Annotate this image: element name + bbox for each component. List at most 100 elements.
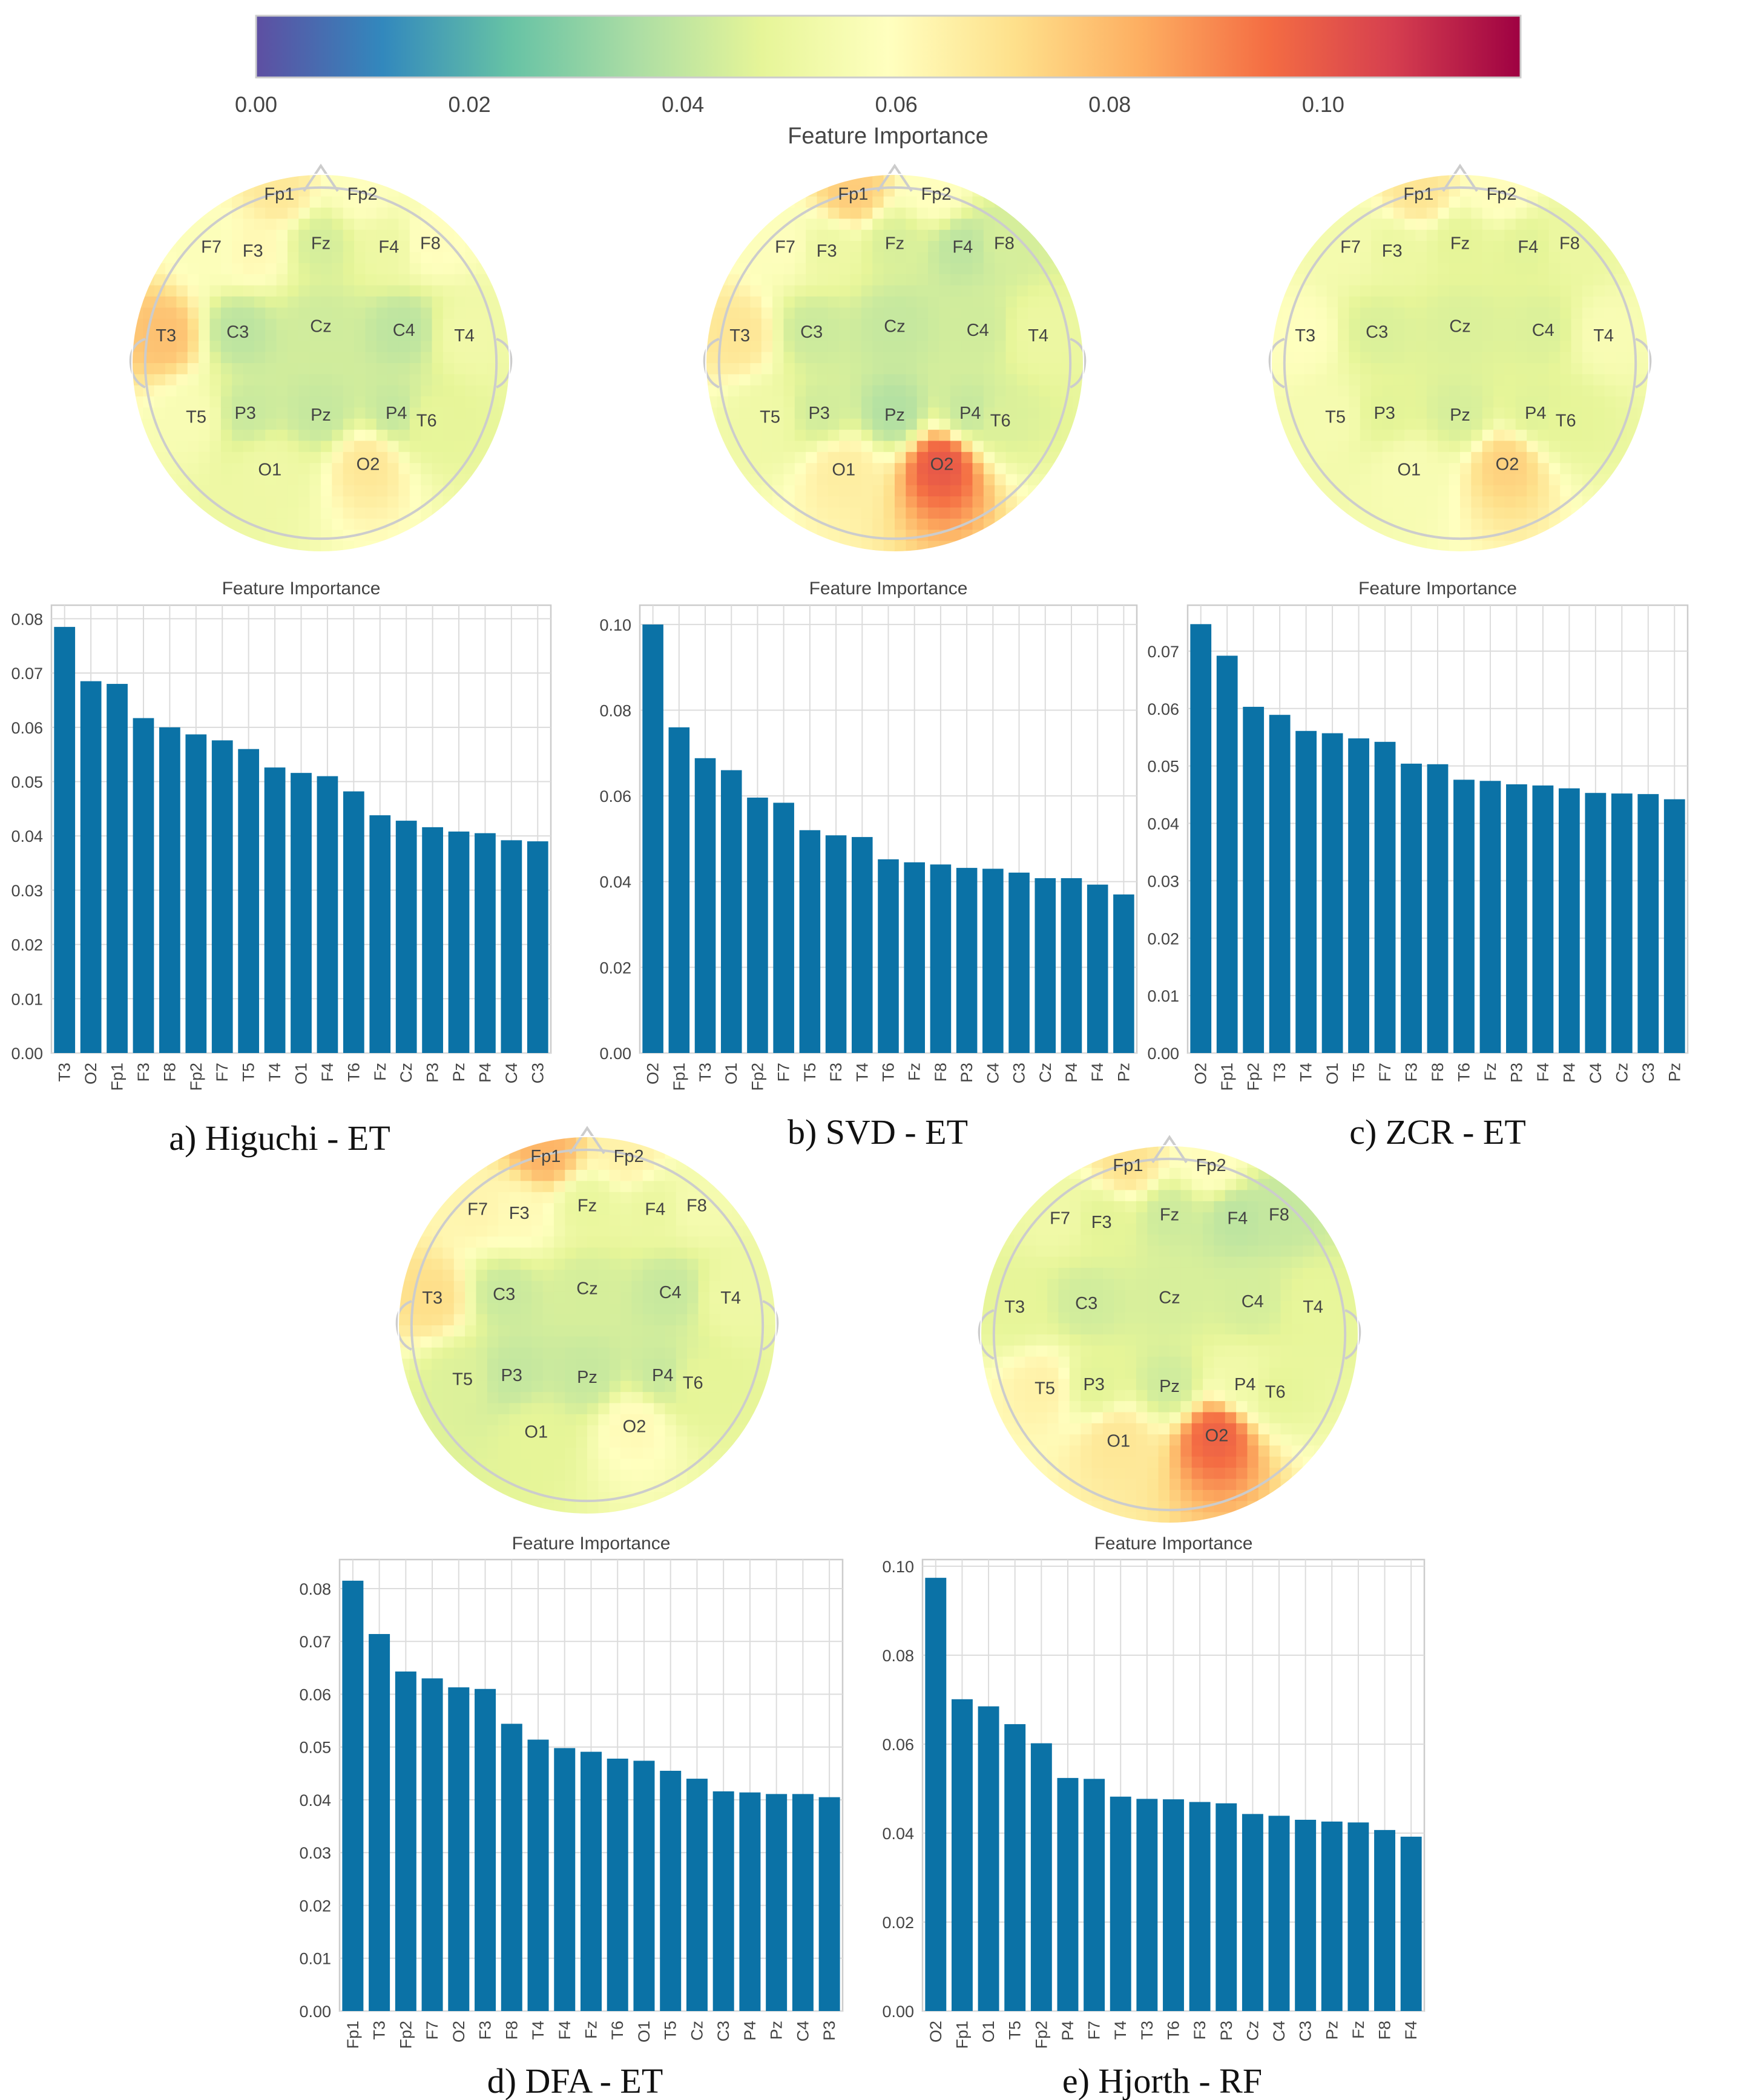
topomap-cell (1304, 385, 1317, 397)
topomap-cell (1036, 1301, 1048, 1313)
topomap-cell (243, 540, 255, 552)
electrode-label-o1: O1 (1397, 461, 1421, 480)
topomap-cell (861, 341, 873, 353)
topomap-cell (587, 1392, 599, 1404)
topomap-cell (1269, 1412, 1281, 1424)
topomap-cell (827, 441, 840, 453)
topomap-cell (309, 518, 321, 531)
topomap-cell (565, 1214, 577, 1226)
topomap-cell (1050, 341, 1062, 353)
topomap-cell (1293, 407, 1305, 419)
topomap-cell (576, 1392, 588, 1404)
topomap-cell (1291, 1301, 1304, 1313)
topomap-cell (620, 1158, 633, 1170)
topomap-cell (1438, 396, 1450, 409)
topomap-cell (1047, 1279, 1059, 1291)
topomap-cell (1604, 229, 1616, 242)
topomap-cell (728, 241, 740, 253)
topomap-cell (1571, 363, 1583, 375)
topomap-cell (565, 1291, 577, 1304)
topomap-cell (1069, 1356, 1082, 1368)
topomap-cell (1016, 485, 1029, 497)
topomap-cell (687, 1392, 699, 1404)
topomap-cell (454, 374, 466, 386)
topomap-cell (1291, 1245, 1304, 1258)
topomap-cell (1593, 274, 1605, 286)
topomap-cell (1426, 496, 1439, 508)
topomap-cell (1404, 196, 1416, 208)
topomap-cell (1271, 352, 1283, 364)
topomap-cell (654, 1425, 666, 1437)
topomap-cell (665, 1258, 677, 1271)
topomap-cell (698, 1214, 710, 1226)
topomap-cell (465, 1225, 477, 1238)
topomap-cell (1371, 341, 1383, 353)
topomap-cell (1460, 441, 1472, 453)
topomap-cell (187, 374, 200, 386)
topomap-cell (1005, 329, 1018, 342)
topomap-cell (232, 363, 244, 375)
topomap-cell (598, 1436, 610, 1448)
topomap-cell (1548, 229, 1561, 242)
topomap-cell (895, 329, 907, 342)
topomap-cell (1604, 307, 1616, 320)
topomap-cell (906, 363, 918, 375)
topomap-cell (950, 318, 962, 330)
head-outline (143, 186, 498, 540)
topomap-cell (465, 1380, 477, 1393)
topomap-cell (332, 485, 344, 497)
topomap-cell (794, 485, 807, 497)
topomap-cell (254, 496, 266, 508)
topomap-cell (476, 274, 488, 286)
topomap-cell (895, 463, 907, 475)
topomap-cell (354, 318, 366, 330)
topomap-cell (387, 385, 400, 397)
topomap-cell (861, 451, 873, 464)
topomap-cell (487, 1291, 499, 1304)
topomap-cell (1527, 296, 1539, 309)
topomap-cell (220, 385, 233, 397)
topomap-cell (1338, 263, 1350, 275)
topomap-cell (861, 318, 873, 330)
topomap-cell (298, 496, 311, 508)
topomap-border (705, 174, 1084, 553)
topomap-cell (1039, 296, 1051, 309)
topomap-cell (209, 329, 222, 342)
topomap-cell (1314, 1312, 1326, 1324)
topomap-cell (365, 496, 377, 508)
topomap-cell (906, 229, 918, 242)
topomap-cell (742, 1270, 755, 1282)
topomap-cell (1360, 263, 1372, 275)
topomap-cell (706, 352, 718, 364)
topomap-cell (1527, 352, 1539, 364)
topomap-cell (565, 1370, 577, 1382)
topomap-cell (420, 1236, 432, 1249)
topomap-cell (961, 296, 973, 309)
topomap-cell (209, 341, 222, 353)
topomap-cell (1303, 1212, 1315, 1224)
topomap-cell (498, 430, 510, 442)
topomap-cell (509, 1291, 521, 1304)
topomap-cell (398, 352, 410, 364)
topomap-cell (1125, 1379, 1137, 1391)
topomap-cell (298, 174, 311, 186)
topomap-cell (1002, 1245, 1015, 1258)
topomap-cell (1047, 1345, 1059, 1357)
topomap-cell (587, 1258, 599, 1271)
topomap-cell (1191, 1234, 1203, 1247)
electrode-label-f7: F7 (775, 238, 795, 257)
topomap-cell (861, 441, 873, 453)
topomap-cell (928, 430, 940, 442)
topomap-cell (1460, 341, 1472, 353)
topomap-cell (817, 229, 829, 242)
topomap-cell (576, 1403, 588, 1415)
topomap-cell (1191, 1434, 1203, 1446)
topomap-cell (1415, 329, 1427, 342)
topomap-cell (1036, 1267, 1048, 1280)
topomap-cell (916, 418, 929, 431)
topomap-cell (1336, 1267, 1348, 1280)
topomap-cell (421, 318, 433, 330)
topomap-cell (720, 1247, 732, 1259)
topomap-cell (861, 407, 873, 419)
topomap-cell (187, 263, 200, 275)
